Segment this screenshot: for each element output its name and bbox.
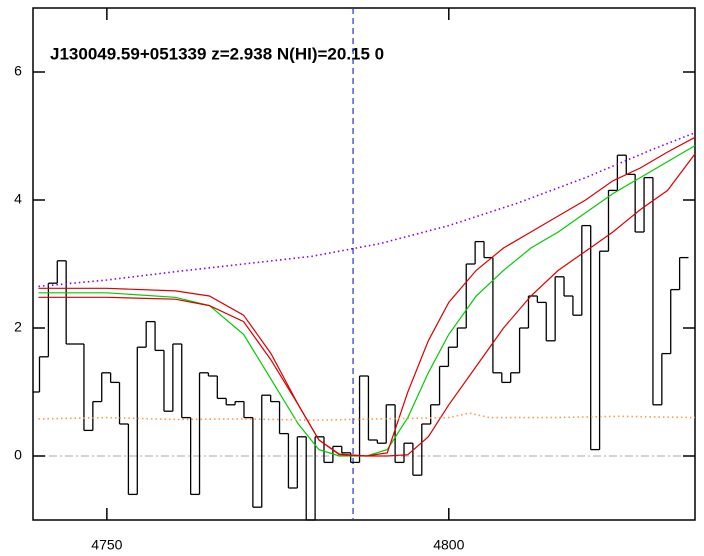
- x-tick-label: 4800: [433, 537, 464, 553]
- model-line: [38, 153, 696, 457]
- y-tick-label: 2: [14, 319, 22, 335]
- y-tick-label: 0: [14, 447, 22, 463]
- y-tick-label: 6: [14, 63, 22, 79]
- annotation: J130049.59+051339 z=2.938 N(HI)=20.15 0: [50, 44, 384, 63]
- model-line: [38, 132, 696, 288]
- x-tick-label: 4750: [91, 537, 122, 553]
- y-tick-label: 4: [14, 191, 22, 207]
- model-line: [38, 136, 696, 457]
- plot-frame: [32, 7, 696, 521]
